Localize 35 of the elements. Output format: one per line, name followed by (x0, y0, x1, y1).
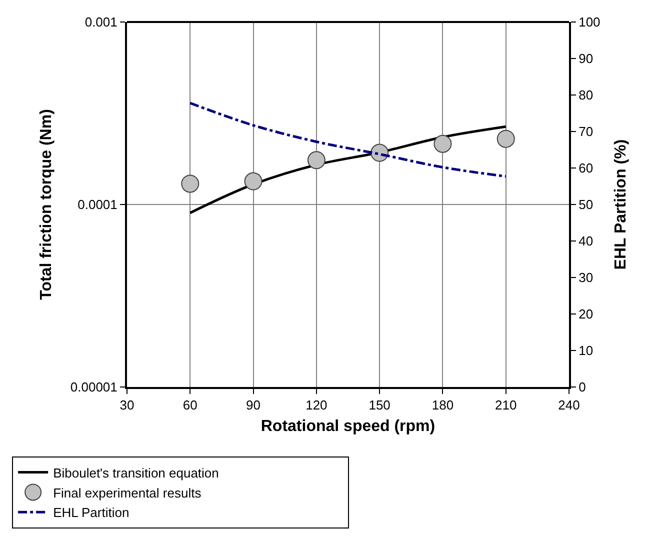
y2-tick-label: 0 (578, 380, 586, 395)
point (434, 134, 452, 153)
y2-tick-label: 10 (578, 343, 594, 358)
x-tick-label: 240 (558, 398, 580, 413)
legend-label: Biboulet's transition equation (53, 465, 219, 480)
point (244, 172, 262, 190)
y2-tick-label: 80 (578, 88, 594, 103)
y2-tick-label: 50 (578, 197, 594, 212)
x-tick-label: 90 (246, 398, 261, 413)
x-tick-label: 210 (495, 398, 517, 413)
y2-tick-label: 100 (578, 14, 600, 30)
x-axis-title: Rotational speed (rpm) (260, 418, 436, 435)
point (181, 174, 200, 193)
y2-tick-label: 20 (578, 306, 594, 322)
y-axis-title: Total friction torque (Nm) (38, 109, 55, 300)
legend-label: EHL Partition (53, 505, 130, 520)
point (307, 151, 326, 170)
y2-tick-label: 70 (578, 124, 594, 140)
y-tick-label: 0.001 (84, 14, 118, 30)
y2-tick-label: 40 (578, 234, 594, 249)
y-tick-label: 0.00001 (70, 380, 118, 395)
y-tick-label: 0.0001 (78, 197, 118, 212)
x-tick-label: 150 (368, 398, 390, 413)
x-tick-label: 180 (432, 398, 454, 413)
line-series (188, 125, 508, 214)
legend-label: Final experimental results (53, 485, 202, 500)
x-tick-label: 120 (306, 398, 328, 413)
y2-tick-label: 30 (578, 270, 594, 286)
y2-tick-label: 90 (578, 51, 594, 66)
line-series (188, 102, 508, 178)
x-tick-label: 30 (120, 398, 134, 413)
x-tick-label: 60 (182, 398, 198, 413)
y2-axis-title: EHL Partition (%) (612, 139, 630, 270)
y2-tick-label: 60 (578, 160, 594, 176)
point (496, 130, 515, 148)
